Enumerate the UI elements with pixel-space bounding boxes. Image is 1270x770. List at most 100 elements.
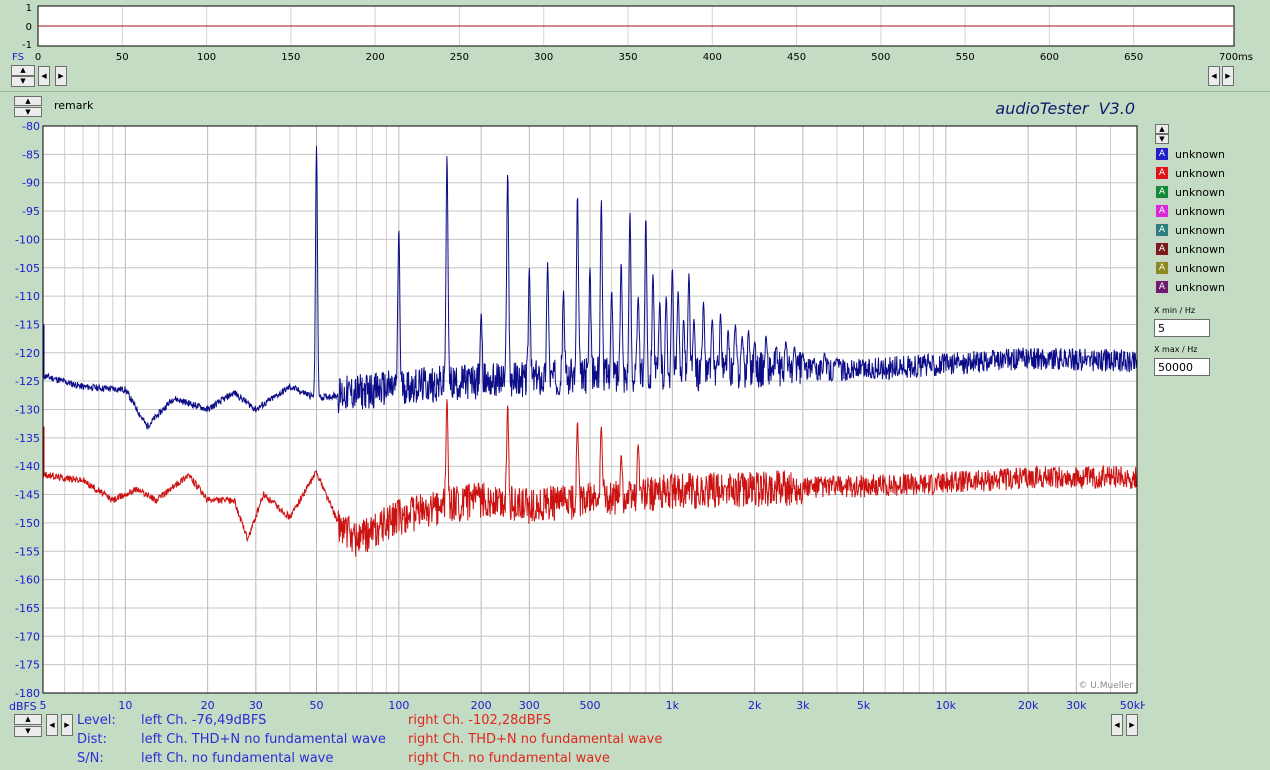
y-tick-label: -85: [22, 148, 40, 161]
x-tick-label: 5: [40, 699, 47, 712]
status-scroll-left-button[interactable]: ◀: [46, 714, 58, 736]
legend-label: unknown: [1175, 242, 1225, 256]
x-tick-label: 10k: [936, 699, 957, 712]
y-tick-label: -170: [15, 630, 40, 643]
y-tick-label: -175: [15, 659, 40, 672]
sn-right-value: right Ch. no fundamental wave: [408, 751, 610, 766]
y-tick-label: -105: [15, 262, 40, 275]
legend-label: unknown: [1175, 147, 1225, 161]
scope-x-tick: 400: [703, 52, 722, 63]
y-tick-label: -120: [15, 347, 40, 360]
x-min-input[interactable]: [1154, 319, 1210, 337]
dist-right-value: right Ch. THD+N no fundamental wave: [408, 732, 663, 747]
scope-right-scroll-right-button[interactable]: ▶: [1222, 66, 1234, 86]
copyright-label: © U.Mueller: [1078, 681, 1133, 691]
legend-color-swatch[interactable]: A: [1155, 185, 1169, 199]
status-down-button[interactable]: ▼: [14, 726, 42, 737]
x-tick-label: 30k: [1066, 699, 1087, 712]
y-tick-label: -165: [15, 602, 40, 615]
y-tick-label: -95: [22, 205, 40, 218]
x-tick-label: 20k: [1018, 699, 1039, 712]
status-right-scroll-left-button[interactable]: ◀: [1111, 714, 1123, 736]
remark-down-button[interactable]: ▼: [14, 107, 42, 117]
dist-left-value: left Ch. THD+N no fundamental wave: [141, 732, 386, 747]
scope-x-tick: 100: [197, 52, 216, 63]
sn-label: S/N:: [77, 751, 104, 766]
spectrum-chart: -80 -85 -90 -95 -100 -105 -110 -115 -120 -125 -130…: [15, 120, 1145, 712]
x-max-label: X max / Hz: [1154, 345, 1198, 354]
scope-x-tick: 300: [534, 52, 553, 63]
y-tick-label: -140: [15, 460, 40, 473]
scope-zoom-up-button[interactable]: ▲: [11, 65, 35, 76]
x-tick-label: 10: [118, 699, 132, 712]
scope-zoom-down-button[interactable]: ▼: [11, 76, 35, 87]
x-tick-label: 300: [519, 699, 540, 712]
y-tick-label: -110: [15, 290, 40, 303]
dbfs-unit-label: dBFS: [9, 700, 37, 713]
scope-x-tick: 650: [1124, 52, 1143, 63]
y-tick-label: -130: [15, 404, 40, 417]
scope-x-tick: 250: [450, 52, 469, 63]
legend-color-swatch[interactable]: A: [1155, 166, 1169, 180]
status-scroll-right-button[interactable]: ▶: [61, 714, 73, 736]
x-tick-label: 50kHz: [1120, 699, 1145, 712]
legend-up-button[interactable]: ▲: [1155, 124, 1169, 134]
legend-label: unknown: [1175, 223, 1225, 237]
y-tick-label: -180: [15, 687, 40, 700]
scope-x-tick: 600: [1040, 52, 1059, 63]
y-tick-label: -90: [22, 177, 40, 190]
scope-scroll-left-button[interactable]: ◀: [38, 66, 50, 86]
y-tick-label: -160: [15, 574, 40, 587]
y-tick-label: -150: [15, 517, 40, 530]
scope-y-tick: 1: [26, 3, 32, 14]
level-label: Level:: [77, 713, 116, 728]
scope-x-tick: 450: [787, 52, 806, 63]
x-tick-label: 20: [201, 699, 215, 712]
scope-x-tick: 0: [35, 52, 41, 63]
app-title: audioTester V3.0: [995, 99, 1135, 118]
y-tick-label: -145: [15, 489, 40, 502]
scope-x-tick: 500: [871, 52, 890, 63]
x-tick-label: 100: [388, 699, 409, 712]
scope-scroll-right-button[interactable]: ▶: [55, 66, 67, 86]
status-right-scroll-right-button[interactable]: ▶: [1126, 714, 1138, 736]
y-tick-label: -135: [15, 432, 40, 445]
y-tick-label: -100: [15, 233, 40, 246]
scope-x-tick: 350: [618, 52, 637, 63]
scope-x-tick: 550: [956, 52, 975, 63]
x-tick-label: 50: [310, 699, 324, 712]
y-tick-label: -115: [15, 318, 40, 331]
x-max-input[interactable]: [1154, 358, 1210, 376]
fs-label: FS: [12, 52, 24, 63]
scope-x-tick: 200: [366, 52, 385, 63]
legend-down-button[interactable]: ▼: [1155, 134, 1169, 144]
legend-color-swatch[interactable]: A: [1155, 223, 1169, 237]
spectrum-frame: [42, 125, 1138, 694]
legend-color-swatch[interactable]: A: [1155, 147, 1169, 161]
scope-y-tick: 0: [26, 22, 32, 33]
legend-color-swatch[interactable]: A: [1155, 204, 1169, 218]
legend-label: unknown: [1175, 280, 1225, 294]
scope-right-scroll-left-button[interactable]: ◀: [1208, 66, 1220, 86]
y-tick-label: -125: [15, 375, 40, 388]
x-tick-label: 30: [249, 699, 263, 712]
scope-x-tick: 50: [116, 52, 129, 63]
legend-color-swatch[interactable]: A: [1155, 280, 1169, 294]
y-tick-label: -155: [15, 545, 40, 558]
scope-x-tick: 700ms: [1219, 52, 1253, 63]
time-scope: 1 0 -1 FS 0 50 100 150 200 250 300 350 400 450 500…: [12, 3, 1253, 63]
level-left-value: left Ch. -76,49dBFS: [141, 713, 267, 728]
remark-up-button[interactable]: ▲: [14, 96, 42, 106]
legend-color-swatch[interactable]: A: [1155, 242, 1169, 256]
status-up-button[interactable]: ▲: [14, 714, 42, 725]
scope-x-tick: 150: [281, 52, 300, 63]
legend-color-swatch[interactable]: A: [1155, 261, 1169, 275]
